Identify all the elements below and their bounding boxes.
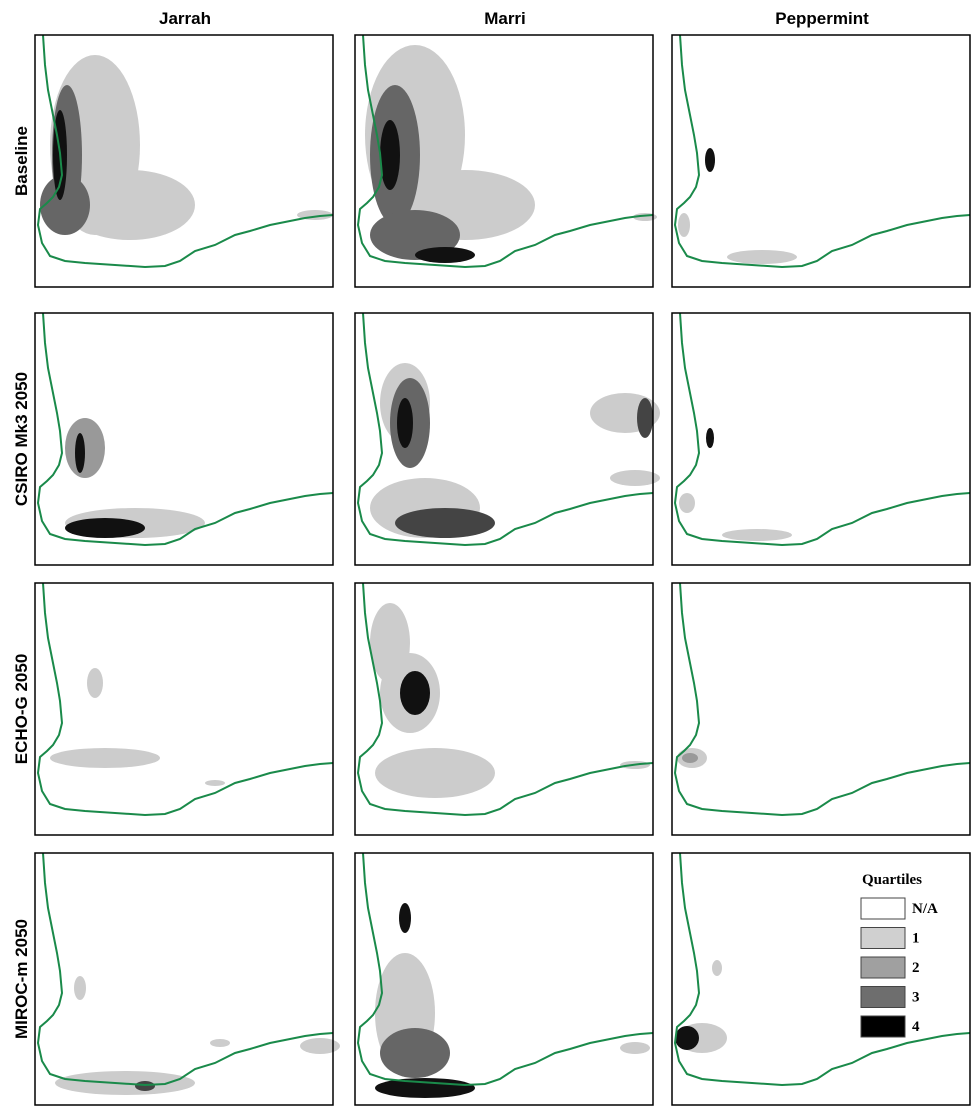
figure: Quartiles N/A 1 2 3 4 Jarrah Marri Peppermint B… (0, 0, 976, 1107)
suitability-area (380, 1028, 450, 1078)
suitability-area (74, 976, 86, 1000)
suitability-area (712, 960, 722, 976)
legend-label: 2 (912, 960, 920, 976)
suitability-area (397, 398, 413, 448)
suitability-area (375, 1078, 475, 1098)
panel-border (35, 583, 333, 835)
suitability-area (399, 903, 411, 933)
map-grid (35, 35, 970, 1105)
suitability-area (679, 493, 695, 513)
coastline (675, 313, 970, 545)
suitability-area (706, 428, 714, 448)
map-panel (672, 313, 970, 565)
legend-swatch (861, 898, 905, 919)
suitability-area (675, 1026, 699, 1050)
map-panel (35, 313, 333, 565)
suitability-area (300, 1038, 340, 1054)
coastline (38, 583, 333, 815)
map-panel (35, 853, 340, 1105)
map-panel (672, 35, 970, 287)
map-panel (672, 583, 970, 835)
suitability-area (50, 748, 160, 768)
legend: Quartiles N/A 1 2 3 4 (861, 872, 938, 1037)
legend-title: Quartiles (862, 872, 922, 888)
legend-label: 3 (912, 990, 920, 1006)
panel-border (672, 583, 970, 835)
row-label: CSIRO Mk3 2050 (12, 372, 31, 506)
suitability-area (65, 518, 145, 538)
legend-swatch (861, 1016, 905, 1037)
map-panel (355, 313, 660, 565)
panel-border (672, 35, 970, 287)
legend-swatch (861, 928, 905, 949)
suitability-area (87, 668, 103, 698)
row-label: MIROC-m 2050 (12, 919, 31, 1039)
suitability-area (380, 120, 400, 190)
column-header: Marri (484, 9, 526, 28)
suitability-area (705, 148, 715, 172)
suitability-area (210, 1039, 230, 1047)
suitability-area (395, 508, 495, 538)
legend-label: 1 (912, 931, 920, 947)
suitability-area (637, 398, 653, 438)
page: Quartiles N/A 1 2 3 4 Jarrah Marri Peppermint B… (0, 0, 976, 1107)
coastline (675, 35, 970, 267)
column-header: Jarrah (159, 9, 211, 28)
legend-swatch (861, 987, 905, 1008)
suitability-area (722, 529, 792, 541)
coastline (38, 853, 333, 1085)
legend-label: 4 (912, 1019, 920, 1035)
suitability-area (415, 247, 475, 263)
map-panel (672, 853, 970, 1105)
suitability-area (205, 780, 225, 786)
suitability-area (682, 753, 698, 763)
suitability-area (678, 213, 690, 237)
panel-border (672, 853, 970, 1105)
legend-label: N/A (912, 901, 938, 917)
suitability-area (375, 748, 495, 798)
row-label: ECHO-G 2050 (12, 654, 31, 765)
map-panel (355, 853, 653, 1105)
map-panel (35, 583, 333, 835)
column-header: Peppermint (775, 9, 869, 28)
suitability-area (75, 433, 85, 473)
map-panel (355, 583, 653, 835)
suitability-area (727, 250, 797, 264)
legend-swatch (861, 957, 905, 978)
row-label: Baseline (12, 126, 31, 196)
map-panel (355, 35, 657, 287)
suitability-area (65, 418, 105, 478)
panel-border (672, 313, 970, 565)
coastline (675, 583, 970, 815)
suitability-area (400, 671, 430, 715)
map-panel (35, 35, 333, 287)
suitability-area (620, 1042, 650, 1054)
